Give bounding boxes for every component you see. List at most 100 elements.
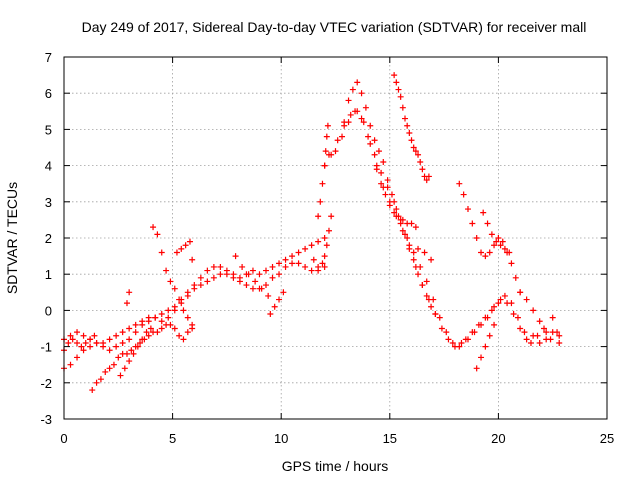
- data-point: [508, 300, 515, 307]
- data-point: [239, 263, 246, 270]
- data-point: [495, 235, 502, 241]
- data-point: [341, 119, 348, 126]
- data-point: [74, 329, 81, 336]
- data-point: [176, 296, 183, 303]
- data-point: [119, 339, 126, 346]
- data-point: [65, 339, 72, 346]
- data-point: [245, 271, 252, 278]
- series-trace-q: [415, 245, 435, 263]
- y-tick-labels: -3 -2 -1 0 1 2 3 4 5 6 7: [40, 50, 52, 427]
- data-point: [132, 321, 139, 328]
- data-point: [321, 253, 328, 260]
- data-point: [391, 72, 398, 79]
- data-point: [430, 296, 437, 303]
- data-point: [373, 166, 380, 173]
- data-point: [475, 321, 482, 328]
- data-point: [217, 263, 224, 270]
- data-point: [184, 292, 191, 299]
- data-point: [158, 249, 165, 256]
- data-point: [269, 263, 276, 270]
- data-point: [510, 311, 517, 318]
- data-point: [488, 307, 495, 314]
- data-point: [508, 260, 515, 267]
- data-point: [349, 86, 356, 93]
- data-point: [449, 339, 456, 346]
- data-point: [282, 256, 289, 263]
- data-point: [478, 354, 485, 361]
- data-point: [506, 249, 513, 256]
- data-point: [334, 137, 341, 144]
- series-trace-a: [61, 235, 328, 372]
- data-point: [480, 209, 487, 216]
- series-trace-o: [373, 166, 419, 231]
- data-point: [230, 271, 237, 278]
- data-point: [514, 314, 521, 321]
- data-point: [423, 278, 430, 285]
- data-point: [178, 245, 185, 252]
- data-point: [404, 122, 411, 129]
- data-point: [497, 242, 504, 249]
- y-tick-label: 5: [45, 122, 52, 137]
- data-point: [147, 325, 154, 332]
- y-tick-label: -1: [40, 340, 52, 355]
- y-tick-label: 7: [45, 50, 52, 65]
- data-point: [302, 245, 309, 252]
- data-point: [249, 285, 256, 292]
- data-point: [113, 343, 120, 350]
- data-point: [321, 235, 328, 241]
- data-point: [415, 151, 422, 158]
- data-point: [184, 329, 191, 336]
- data-point: [321, 162, 328, 169]
- series-trace-k: [315, 122, 332, 220]
- data-point: [512, 274, 519, 281]
- data-point: [541, 325, 548, 332]
- y-tick-label: 0: [45, 303, 52, 318]
- data-point: [324, 122, 331, 129]
- x-tick-label: 25: [600, 431, 614, 446]
- data-point: [399, 216, 406, 223]
- series-trace-l: [321, 108, 563, 350]
- data-point: [186, 238, 193, 245]
- data-point: [223, 267, 230, 274]
- data-point: [189, 321, 196, 328]
- data-point: [378, 180, 385, 187]
- data-point: [69, 336, 76, 343]
- data-point: [428, 303, 435, 310]
- data-point: [360, 119, 367, 126]
- data-point: [265, 292, 272, 299]
- chart-title: Day 249 of 2017, Sidereal Day-to-day VTE…: [82, 19, 587, 35]
- series-trace-t: [473, 321, 498, 372]
- data-point: [358, 115, 365, 122]
- data-point: [262, 267, 269, 274]
- data-point: [523, 336, 530, 343]
- series-trace-d: [117, 325, 154, 379]
- data-point: [165, 314, 172, 321]
- data-point: [345, 97, 352, 104]
- data-point: [280, 289, 287, 296]
- x-tick-label: 20: [491, 431, 505, 446]
- data-point: [191, 282, 198, 289]
- data-point: [549, 314, 556, 321]
- data-point: [462, 336, 469, 343]
- data-point: [145, 318, 152, 325]
- data-point: [158, 318, 165, 325]
- x-axis-label: GPS time / hours: [282, 458, 389, 474]
- data-point: [328, 213, 335, 220]
- data-point: [460, 191, 467, 198]
- data-point: [417, 158, 424, 165]
- data-point: [417, 263, 424, 270]
- data-point: [78, 343, 85, 350]
- data-point: [302, 263, 309, 270]
- data-point: [276, 260, 283, 267]
- data-point: [163, 267, 170, 274]
- data-point: [556, 332, 563, 339]
- data-point: [419, 282, 426, 289]
- data-point: [319, 180, 326, 187]
- data-point: [243, 282, 250, 289]
- data-point: [67, 361, 74, 368]
- data-point: [139, 336, 146, 343]
- data-point: [380, 158, 387, 165]
- data-point: [386, 202, 393, 209]
- data-point: [106, 347, 113, 354]
- data-point: [362, 104, 369, 111]
